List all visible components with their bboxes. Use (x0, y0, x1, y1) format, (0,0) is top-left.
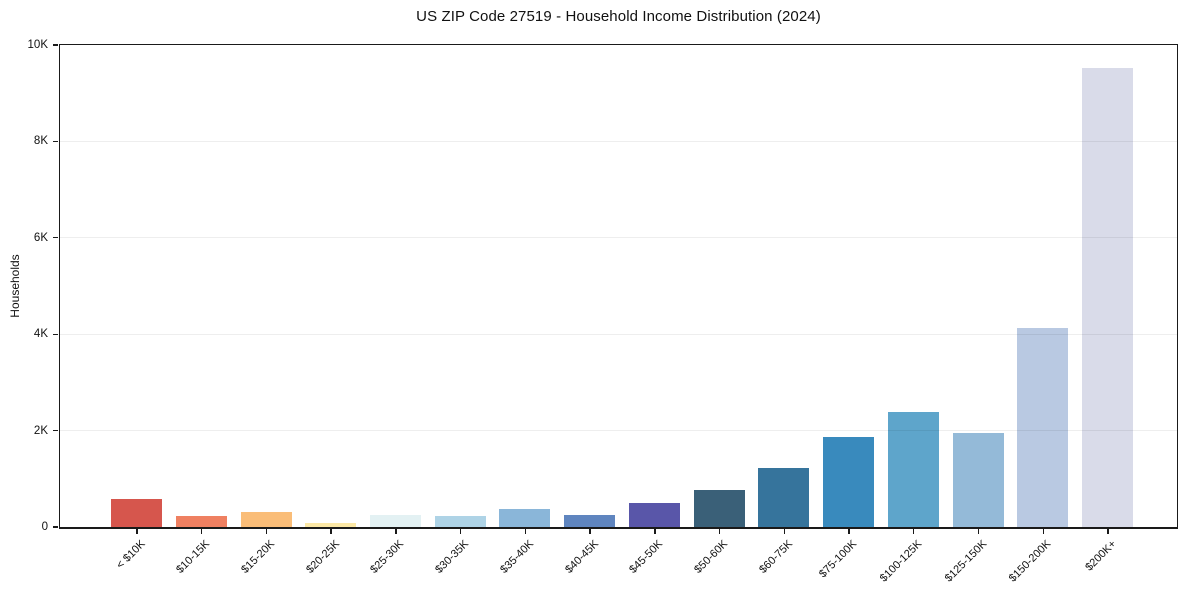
y-tick-mark (53, 526, 58, 528)
gridline (59, 140, 1177, 142)
y-axis-ticks: 0 2K 4K 6K 8K 10K (0, 39, 58, 533)
bar-$25-30K (370, 515, 421, 527)
x-tick-mark (913, 529, 915, 534)
y-tick-label: 6K (33, 231, 48, 244)
y-tick-mark (53, 237, 58, 239)
x-tick-label: $150-200K (1007, 538, 1054, 585)
bar-$100-125K (887, 412, 939, 527)
x-tick-label: $60-75K (756, 538, 795, 576)
x-axis-ticks (60, 529, 1177, 535)
bar-$60-75K (758, 468, 810, 527)
bar-$10-15K (175, 516, 227, 527)
x-tick-mark (459, 529, 462, 534)
x-tick-label: $200K+ (1082, 538, 1119, 574)
bar-$75-100K (823, 437, 875, 527)
x-tick-mark (848, 529, 850, 534)
x-tick-mark (524, 529, 527, 534)
x-tick-label: $75-100K (817, 538, 860, 581)
x-tick-label: $50-60K (692, 538, 731, 576)
y-tick-label: 8K (33, 135, 48, 148)
x-tick-mark (1107, 529, 1109, 534)
y-tick-label: 4K (33, 328, 48, 341)
x-tick-mark (201, 529, 203, 534)
x-tick-label: $125-150K (942, 538, 989, 585)
gridline (59, 333, 1177, 335)
x-tick-mark (718, 529, 721, 534)
bar-$125-150K (952, 433, 1004, 527)
y-tick-mark (53, 44, 58, 46)
x-tick-label: $25-30K (368, 538, 407, 576)
x-tick-mark (1042, 529, 1044, 534)
bar-$20-25K (305, 523, 357, 527)
x-tick-mark (654, 529, 656, 534)
y-tick-label: 2K (33, 424, 48, 437)
x-tick-mark (783, 529, 785, 534)
x-tick-label: $45-50K (627, 538, 666, 576)
bar-$15-20K (240, 512, 292, 527)
x-tick-label: < $10K (114, 538, 148, 572)
x-tick-label: $20-25K (303, 538, 342, 576)
x-tick-label: $35-40K (497, 538, 536, 576)
x-tick-mark (589, 529, 591, 534)
x-tick-mark (330, 529, 332, 534)
bar-< $10K (111, 498, 163, 527)
x-tick-label: $30-35K (433, 538, 472, 576)
x-tick-label: $15-20K (239, 538, 277, 576)
y-tick-mark (53, 333, 58, 335)
x-axis-labels: < $10K $10-15K $15-20K $20-25K $25-30K $30-35… (60, 536, 1177, 590)
plot-area (58, 43, 1178, 529)
x-tick-label: $40-45K (562, 538, 601, 576)
y-tick-label: 0 (41, 521, 48, 533)
gridline (59, 237, 1177, 239)
y-tick-mark (53, 140, 58, 143)
x-tick-mark (265, 529, 268, 534)
y-tick-mark (53, 429, 58, 432)
bar-$45-50K (628, 502, 680, 527)
bar-$35-40K (499, 508, 551, 527)
bar-$200K+ (1082, 67, 1134, 527)
x-tick-mark (977, 529, 980, 534)
bar-$30-35K (434, 516, 486, 527)
x-tick-mark (136, 529, 138, 534)
y-tick-label: 10K (27, 39, 48, 51)
bar-$40-45K (564, 514, 616, 527)
gridline (59, 430, 1177, 432)
x-tick-label: $10-15K (174, 538, 213, 576)
bar-$50-60K (693, 490, 745, 527)
x-tick-label: $100-125K (877, 538, 925, 585)
x-tick-mark (395, 529, 397, 534)
bar-$150-200K (1017, 327, 1069, 527)
chart-title: US ZIP Code 27519 - Household Income Dis… (416, 8, 821, 25)
